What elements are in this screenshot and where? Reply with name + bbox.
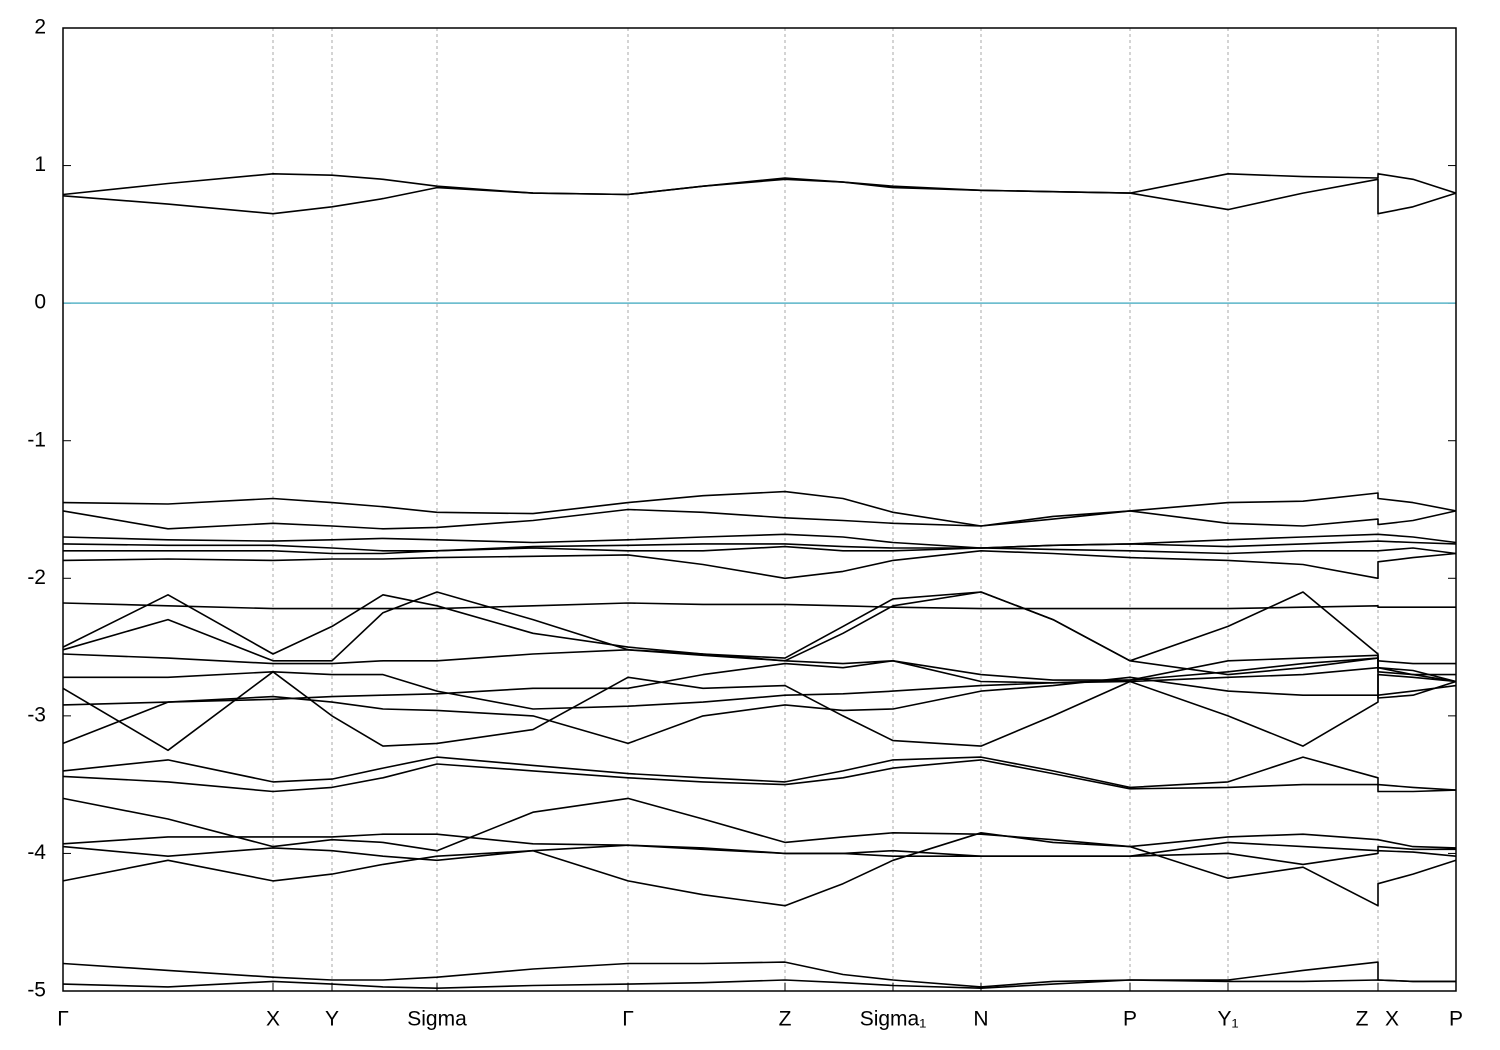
bands [62, 173, 1457, 989]
band-line [62, 671, 1457, 752]
x-tick-label: Y₁ [1217, 1008, 1238, 1031]
x-tick-label: Γ [57, 1008, 69, 1031]
y-tick-label: -3 [27, 703, 46, 726]
band-line [63, 666, 1457, 710]
x-tick-label: P [1449, 1008, 1463, 1031]
x-tick-label: Sigma [407, 1008, 467, 1031]
band-line [62, 961, 1456, 988]
x-tick-label: X [266, 1008, 280, 1031]
band-line [62, 602, 1456, 610]
band-line [62, 844, 1457, 866]
y-tick-label: 0 [34, 291, 46, 314]
band-line [62, 759, 1457, 793]
y-tick-label: -5 [27, 979, 46, 1002]
y-tick-label: -2 [27, 566, 46, 589]
x-tick-label: Γ [622, 1008, 634, 1031]
x-tick-label: Z [1356, 1008, 1369, 1031]
x-tick-label: X [1385, 1008, 1399, 1031]
plot-frame [62, 27, 1457, 992]
band-line [62, 657, 1457, 706]
band-line [62, 676, 1457, 745]
x-tick-label: P [1123, 1008, 1137, 1031]
band-line [62, 490, 1457, 527]
x-tick-label: Z [779, 1008, 792, 1031]
band-line [62, 540, 1457, 552]
y-tick-label: -1 [27, 428, 46, 451]
band-line [62, 797, 1457, 852]
x-tick-label: Sigma₁ [860, 1008, 927, 1031]
band-line [62, 508, 1457, 530]
y-tick-label: 1 [34, 153, 46, 176]
band-line [62, 591, 1456, 665]
x-tick-label: N [973, 1008, 988, 1031]
band-line [62, 756, 1457, 791]
band-line [62, 832, 1457, 907]
band-line [62, 550, 1457, 580]
y-tick-label: -4 [27, 841, 46, 864]
band-line [63, 545, 1457, 555]
band-line [62, 979, 1456, 989]
band-line [62, 178, 1457, 215]
x-tick-label: Y [325, 1008, 339, 1031]
band-line [62, 533, 1457, 549]
band-line [62, 649, 1457, 683]
y-tick-label: 2 [34, 16, 46, 39]
band-line [62, 591, 1456, 676]
